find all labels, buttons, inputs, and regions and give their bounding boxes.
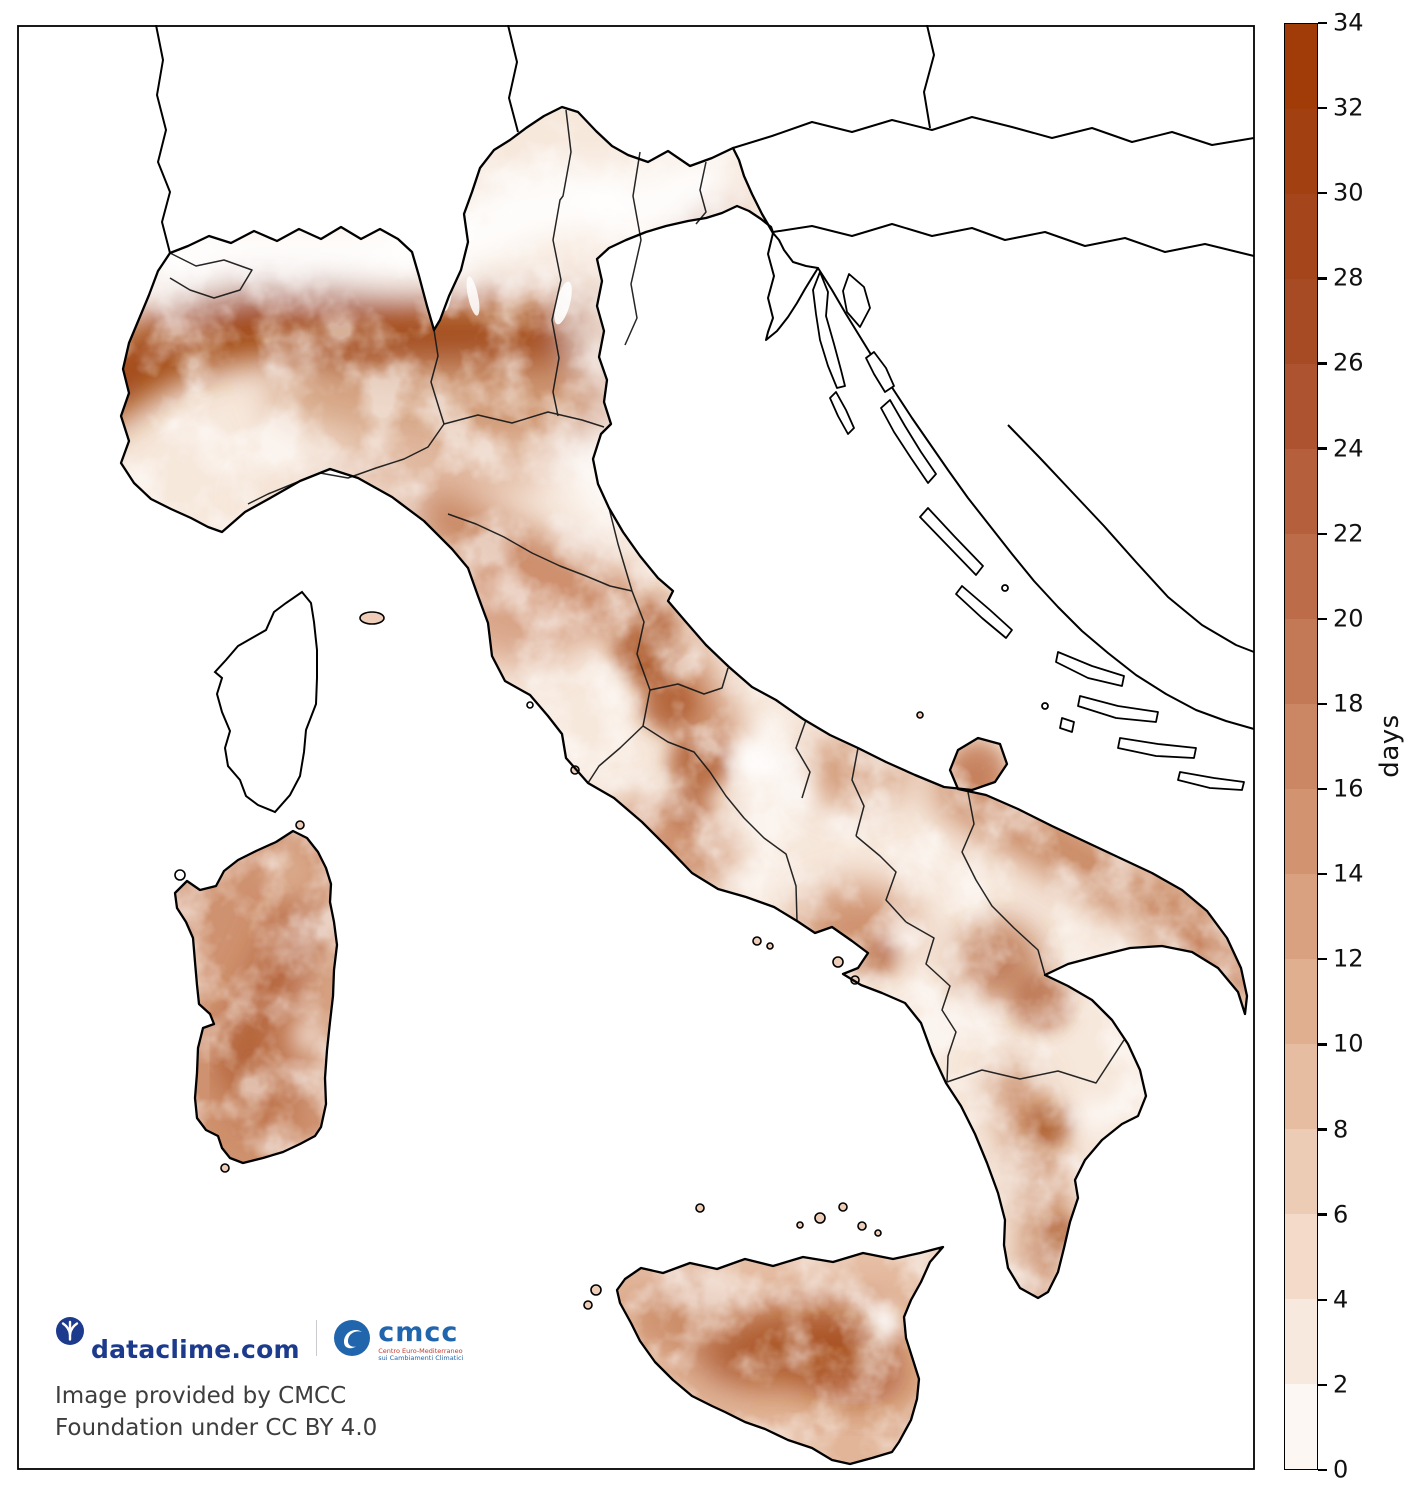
small-islands <box>174 611 924 1310</box>
colorbar-band <box>1285 534 1317 619</box>
colorbar-band <box>1285 959 1317 1044</box>
colorbar-tick-mark <box>1318 1128 1327 1131</box>
colorbar-tick-mark <box>1318 21 1327 25</box>
colorbar-tick-label: 24 <box>1333 434 1364 463</box>
colorbar-tick-label: 28 <box>1333 263 1364 292</box>
colorbar-tick-label: 34 <box>1333 8 1364 37</box>
colorbar-band <box>1285 1129 1317 1214</box>
colorbar-tick-mark <box>1318 192 1327 195</box>
attribution-text: Image provided by CMCC Foundation under … <box>55 1380 475 1444</box>
colorbar-tick-mark <box>1318 1043 1327 1046</box>
colorbar-band <box>1285 279 1317 364</box>
logo-divider <box>315 1320 318 1356</box>
colorbar-tick-label: 14 <box>1333 859 1364 888</box>
colorbar-tick-mark <box>1318 1383 1327 1387</box>
attribution-line1: Image provided by CMCC <box>55 1383 347 1409</box>
colorbar-tick-mark <box>1318 1213 1327 1216</box>
colorbar-tick-label: 0 <box>1333 1455 1349 1484</box>
corsica-outline <box>213 590 318 814</box>
cmcc-tagline-line2: sui Cambiamenti Climatici <box>378 1354 464 1362</box>
footer: dataclime.com cmcc Centro Euro-Mediterra… <box>55 1314 475 1444</box>
colorbar-band <box>1285 109 1317 194</box>
colorbar-tick-label: 8 <box>1333 1114 1349 1143</box>
colorbar-tick-label: 2 <box>1333 1370 1349 1399</box>
colorbar-band <box>1285 1384 1317 1469</box>
colorbar-tick-mark <box>1318 106 1327 110</box>
colorbar-tick-label: 30 <box>1333 178 1364 207</box>
colorbar-unit-label: days <box>1375 714 1405 778</box>
colorbar-band <box>1285 449 1317 534</box>
cmcc-logo: cmcc Centro Euro-Mediterraneo sui Cambia… <box>333 1319 463 1362</box>
neighbor-country-borders <box>155 25 1255 730</box>
colorbar-band <box>1285 789 1317 874</box>
cmcc-wordmark: cmcc <box>378 1316 459 1348</box>
colorbar-band <box>1285 364 1317 449</box>
colorbar-band <box>1285 1044 1317 1129</box>
colorbar-tick-mark <box>1318 532 1327 535</box>
colorbar-tick-label: 6 <box>1333 1200 1349 1229</box>
region-borders <box>169 109 1125 1084</box>
colorbar-tick-mark <box>1318 958 1327 961</box>
colorbar-tick-label: 18 <box>1333 689 1364 718</box>
cmcc-tagline-line1: Centro Euro-Mediterraneo <box>378 1346 463 1355</box>
colorbar-tick-mark <box>1318 872 1327 876</box>
map-frame <box>17 25 1255 1470</box>
colorbar-tick-mark <box>1318 702 1327 706</box>
colorbar-band <box>1285 704 1317 789</box>
colorbar-band <box>1285 1299 1317 1384</box>
colorbar-tick-mark <box>1318 787 1327 791</box>
colorbar-tick-mark <box>1318 277 1327 280</box>
colorbar-tick-mark <box>1318 617 1327 620</box>
colorbar-tick-label: 20 <box>1333 604 1364 633</box>
colorbar-tick-label: 16 <box>1333 774 1364 803</box>
colorbar-tick-mark <box>1318 1468 1327 1472</box>
dataclime-wordmark: dataclime.com <box>91 1335 300 1364</box>
colorbar-band <box>1285 619 1317 704</box>
cmcc-swirl-icon <box>333 1319 371 1361</box>
colorbar-band <box>1285 1214 1317 1299</box>
colorbar-tick-mark <box>1318 1298 1327 1301</box>
heat-texture <box>121 107 1247 1464</box>
dataclime-logo: dataclime.com <box>55 1316 300 1364</box>
colorbar-tick-label: 10 <box>1333 1029 1364 1058</box>
colorbar-tick-label: 32 <box>1333 93 1364 122</box>
colorbar-band <box>1285 24 1317 109</box>
italy-heatmap-map <box>17 25 1255 1470</box>
adriatic-islands <box>812 271 1245 791</box>
colorbar-tick-label: 12 <box>1333 944 1364 973</box>
dataclime-icon <box>55 1316 85 1350</box>
colorbar-tick-label: 4 <box>1333 1285 1349 1314</box>
attribution-line2: Foundation under CC BY 4.0 <box>55 1415 378 1441</box>
colorbar-band <box>1285 874 1317 959</box>
colorbar-tick-mark <box>1318 362 1327 365</box>
colorbar-band <box>1285 194 1317 279</box>
colorbar-gradient <box>1284 23 1318 1470</box>
colorbar-tick-label: 26 <box>1333 348 1364 377</box>
colorbar-tick-mark <box>1318 447 1327 450</box>
colorbar-ticks: 0 2 4 6 8 10 12 14 16 18 20 22 24 26 28 30 32 34 <box>1318 8 1411 1483</box>
colorbar-tick-label: 22 <box>1333 519 1364 548</box>
